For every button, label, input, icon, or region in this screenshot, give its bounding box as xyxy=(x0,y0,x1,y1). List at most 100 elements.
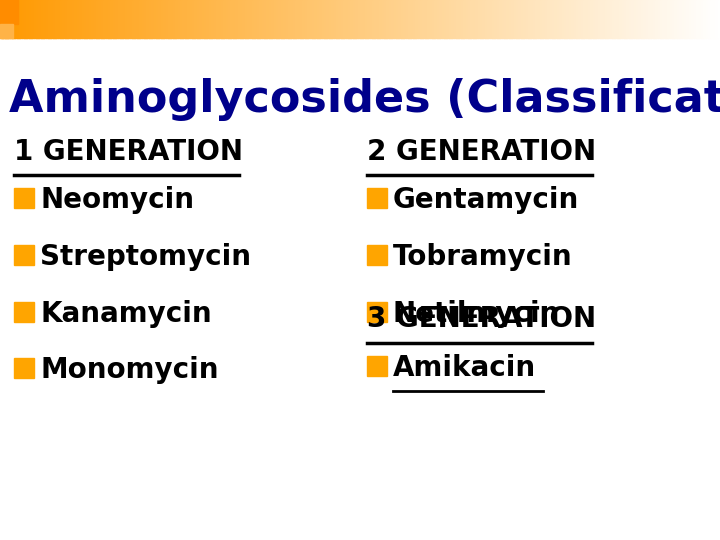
Bar xyxy=(355,0,359,38)
Bar xyxy=(715,0,719,38)
Bar xyxy=(245,0,248,38)
Bar xyxy=(367,245,387,265)
Bar xyxy=(122,0,125,38)
Bar xyxy=(218,0,222,38)
Bar xyxy=(187,0,190,38)
Bar xyxy=(482,0,485,38)
Bar xyxy=(341,0,344,38)
Bar xyxy=(182,0,186,38)
Bar xyxy=(506,0,510,38)
Bar xyxy=(701,0,704,38)
Bar xyxy=(189,0,193,38)
Bar xyxy=(374,0,377,38)
Bar xyxy=(14,0,17,38)
Text: 2 GENERATION: 2 GENERATION xyxy=(367,138,596,166)
Bar xyxy=(0,0,18,24)
Bar xyxy=(639,0,642,38)
Bar xyxy=(516,0,519,38)
Bar xyxy=(693,0,697,38)
Bar xyxy=(225,0,229,38)
Bar xyxy=(113,0,116,38)
Bar xyxy=(703,0,706,38)
Bar xyxy=(81,0,85,38)
Bar xyxy=(312,0,315,38)
Bar xyxy=(324,0,327,38)
Bar xyxy=(132,0,135,38)
Text: Netilmycin: Netilmycin xyxy=(393,300,560,328)
Bar xyxy=(319,0,323,38)
Bar xyxy=(214,0,217,38)
Bar xyxy=(499,0,503,38)
Bar xyxy=(684,0,687,38)
Bar xyxy=(485,0,488,38)
Bar xyxy=(427,0,431,38)
Bar xyxy=(91,0,94,38)
Text: 3 GENERATION: 3 GENERATION xyxy=(367,305,596,333)
Bar xyxy=(617,0,620,38)
Bar xyxy=(290,0,294,38)
Bar xyxy=(151,0,154,38)
Bar xyxy=(269,0,272,38)
Bar xyxy=(401,0,404,38)
Bar xyxy=(358,0,361,38)
Bar xyxy=(480,0,483,38)
Bar xyxy=(686,0,690,38)
Bar xyxy=(518,0,521,38)
Bar xyxy=(310,0,312,38)
Bar xyxy=(348,0,351,38)
Bar xyxy=(14,302,35,322)
Bar xyxy=(72,0,75,38)
Bar xyxy=(297,0,301,38)
Bar xyxy=(127,0,130,38)
Bar xyxy=(38,0,42,38)
Bar xyxy=(65,0,68,38)
Bar xyxy=(423,0,426,38)
Bar xyxy=(168,0,171,38)
Bar xyxy=(665,0,668,38)
Bar xyxy=(108,0,111,38)
Bar xyxy=(261,0,265,38)
Bar xyxy=(276,0,279,38)
Bar xyxy=(365,0,368,38)
Bar xyxy=(96,0,99,38)
Bar xyxy=(171,0,174,38)
Bar xyxy=(621,0,625,38)
Bar xyxy=(67,0,71,38)
Bar xyxy=(173,0,176,38)
Bar xyxy=(238,0,240,38)
Bar xyxy=(336,0,339,38)
Bar xyxy=(574,0,577,38)
Bar xyxy=(461,0,464,38)
Bar xyxy=(264,0,267,38)
Bar xyxy=(63,0,66,38)
Bar xyxy=(130,0,132,38)
Bar xyxy=(552,0,555,38)
Bar xyxy=(9,0,13,38)
Bar xyxy=(2,0,6,38)
Bar xyxy=(367,302,387,322)
Bar xyxy=(531,0,534,38)
Bar xyxy=(679,0,683,38)
Bar xyxy=(120,0,123,38)
Bar xyxy=(204,0,207,38)
Bar xyxy=(706,0,708,38)
Bar xyxy=(353,0,356,38)
Bar xyxy=(643,0,647,38)
Bar xyxy=(473,0,476,38)
Bar xyxy=(605,0,608,38)
Bar xyxy=(408,0,411,38)
Bar xyxy=(12,0,15,38)
Bar xyxy=(384,0,387,38)
Bar xyxy=(590,0,593,38)
Bar xyxy=(211,0,215,38)
Bar xyxy=(432,0,435,38)
Bar xyxy=(418,0,420,38)
Bar xyxy=(235,0,238,38)
Bar xyxy=(53,0,56,38)
Bar xyxy=(362,0,366,38)
Bar xyxy=(711,0,714,38)
Bar xyxy=(156,0,159,38)
Bar xyxy=(240,0,243,38)
Text: Streptomycin: Streptomycin xyxy=(40,243,251,271)
Bar xyxy=(648,0,651,38)
